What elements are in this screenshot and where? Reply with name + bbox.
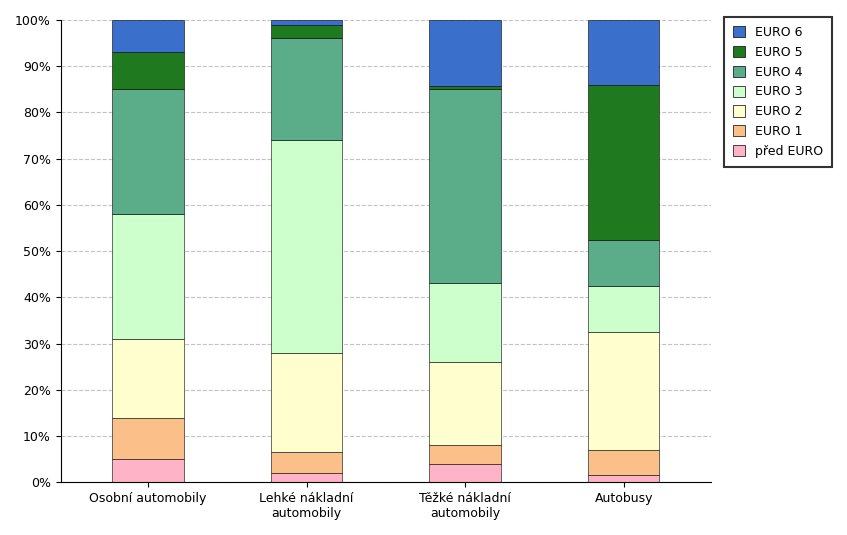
Bar xyxy=(112,417,184,459)
Bar xyxy=(429,20,501,86)
Bar xyxy=(271,473,342,482)
Bar xyxy=(429,284,501,362)
Bar xyxy=(112,20,184,52)
Bar xyxy=(271,25,342,39)
Bar xyxy=(429,464,501,482)
Bar xyxy=(271,39,342,140)
Bar xyxy=(112,339,184,417)
Bar xyxy=(429,362,501,445)
Legend: EURO 6, EURO 5, EURO 4, EURO 3, EURO 2, EURO 1, před EURO: EURO 6, EURO 5, EURO 4, EURO 3, EURO 2, … xyxy=(724,17,832,167)
Bar xyxy=(588,85,660,240)
Bar xyxy=(588,475,660,482)
Bar xyxy=(429,86,501,89)
Bar xyxy=(588,240,660,286)
Bar xyxy=(112,52,184,89)
Bar xyxy=(112,214,184,339)
Bar xyxy=(429,89,501,284)
Bar xyxy=(588,20,660,85)
Bar xyxy=(271,140,342,353)
Bar xyxy=(271,353,342,452)
Bar xyxy=(588,332,660,450)
Bar xyxy=(588,450,660,475)
Bar xyxy=(112,89,184,214)
Bar xyxy=(271,452,342,473)
Bar xyxy=(271,20,342,25)
Bar xyxy=(588,286,660,332)
Bar xyxy=(429,445,501,464)
Bar xyxy=(112,459,184,482)
